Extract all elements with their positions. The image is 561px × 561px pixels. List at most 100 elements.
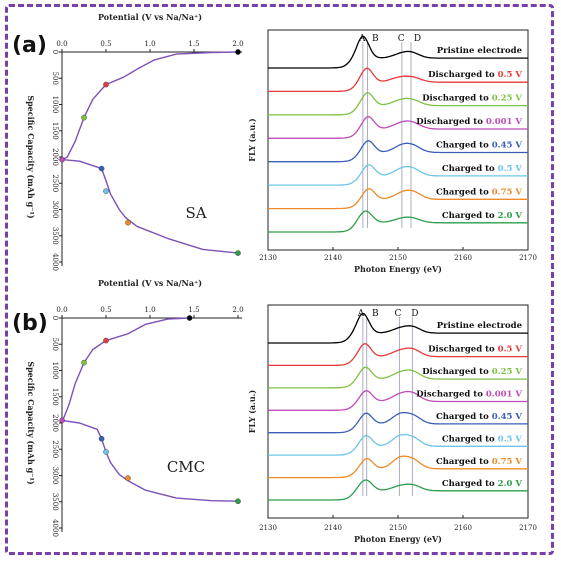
series-label-name: Charged to xyxy=(436,412,492,422)
series-label: Charged to 0.75 V xyxy=(436,187,522,197)
series-label: Pristine electrode xyxy=(437,321,523,331)
y-axis-title: Specific Capacity (mAh g⁻¹) xyxy=(26,361,36,485)
spectrum-line xyxy=(268,366,528,389)
series-label: Charged to 0.45 V xyxy=(436,412,522,422)
series-label: Charged to 2.0 V xyxy=(442,211,522,221)
y-tick-label: 3500 xyxy=(51,493,59,511)
series-label: Charged to 0.5 V xyxy=(442,434,522,444)
series-label: Charged to 2.0 V xyxy=(442,479,522,489)
series-label-name: Charged to xyxy=(442,211,498,221)
capacity-curve xyxy=(61,317,239,502)
x-tick-label: 2140 xyxy=(324,524,342,532)
y-axis-title: FLY (a.u.) xyxy=(247,390,257,434)
spectrum-line xyxy=(268,115,528,139)
spectrum-line xyxy=(268,67,528,93)
peak-label: A xyxy=(357,309,365,319)
state-marker xyxy=(103,337,109,344)
spectrum-line xyxy=(268,188,528,210)
series-label: Charged to 0.45 V xyxy=(436,140,522,150)
x-tick-label: 2.0 xyxy=(232,306,243,314)
x-axis-title: Photon Energy (eV) xyxy=(354,534,442,544)
x-tick-label: 2170 xyxy=(519,254,537,262)
xas-chart-(b): 2130 2140 2150 2160 2170 Photon Energy (eV) FL… xyxy=(247,304,537,544)
x-tick-label: 0.5 xyxy=(100,306,111,314)
spectrum-line xyxy=(268,164,528,186)
series-label-name: Discharged to xyxy=(428,345,498,355)
series-label: Discharged to 0.001 V xyxy=(416,117,522,127)
x-tick-label: 2170 xyxy=(519,524,537,532)
series-label: Discharged to 0.5 V xyxy=(428,70,522,80)
capacity-curve xyxy=(61,51,239,254)
series-label-value: 0.75 V xyxy=(492,457,523,467)
series-label: Discharged to 0.001 V xyxy=(416,389,522,399)
x-tick-label: 1.5 xyxy=(188,40,199,48)
peak-label: B xyxy=(372,34,379,44)
spectrum-line xyxy=(268,92,528,116)
series-label-name: Charged to xyxy=(436,457,492,467)
figure-border xyxy=(5,4,554,555)
state-marker xyxy=(235,49,241,55)
y-tick-label: 1000 xyxy=(51,362,59,380)
y-tick-label: 3000 xyxy=(51,467,59,485)
series-label-name: Discharged to xyxy=(428,70,498,80)
y-tick-label: 0 xyxy=(51,316,59,320)
x-tick-label: 0.0 xyxy=(56,40,67,48)
y-tick-label: 2500 xyxy=(51,440,59,458)
state-marker xyxy=(98,165,105,172)
y-tick-label: 3500 xyxy=(51,227,59,245)
x-tick-label: 2130 xyxy=(259,254,277,262)
series-label-name: Discharged to xyxy=(416,117,486,127)
panel-label-a: (a) xyxy=(12,33,47,58)
series-label: Discharged to 0.5 V xyxy=(428,345,522,355)
state-marker xyxy=(59,156,65,163)
series-label-value: 2.0 V xyxy=(498,479,523,489)
spectrum-line xyxy=(268,390,528,411)
series-label-name: Discharged to xyxy=(422,367,492,377)
state-marker xyxy=(235,498,241,505)
y-tick-label: 2000 xyxy=(51,148,59,166)
series-label-name: Pristine electrode xyxy=(437,321,523,331)
y-tick-label: 1000 xyxy=(51,96,59,114)
state-marker xyxy=(59,417,65,424)
y-tick-label: 0 xyxy=(51,50,59,54)
y-axis-title: Specific Capacity (mAh g⁻¹) xyxy=(26,95,36,219)
spectrum-line xyxy=(268,343,528,367)
peak-label: C xyxy=(398,34,405,44)
series-label-value: 0.45 V xyxy=(492,140,523,150)
x-tick-label: 0.0 xyxy=(56,306,67,314)
x-axis-title: Photon Energy (eV) xyxy=(354,264,442,274)
series-label: Charged to 0.5 V xyxy=(442,164,522,174)
series-label-value: 0.001 V xyxy=(486,389,523,399)
panel-label-b: (b) xyxy=(12,311,48,336)
series-label-value: 2.0 V xyxy=(498,211,523,221)
peak-label: C xyxy=(395,309,402,319)
x-tick-label: 1.0 xyxy=(144,40,155,48)
state-marker xyxy=(103,188,109,194)
series-label-name: Charged to xyxy=(442,164,498,174)
x-tick-label: 2150 xyxy=(389,524,407,532)
state-marker xyxy=(235,250,241,256)
spectrum-line xyxy=(268,35,528,69)
peak-label: D xyxy=(414,34,421,44)
series-label-value: 0.5 V xyxy=(498,434,523,444)
series-label: Pristine electrode xyxy=(437,46,523,56)
state-marker xyxy=(98,435,105,442)
x-tick-label: 2140 xyxy=(324,254,342,262)
state-marker xyxy=(125,219,131,226)
series-label-value: 0.45 V xyxy=(492,412,523,422)
state-marker xyxy=(81,359,87,366)
series-label-name: Charged to xyxy=(436,140,492,150)
spectrum-line xyxy=(268,140,528,163)
x-tick-label: 2160 xyxy=(454,524,472,532)
x-tick-label: 2.0 xyxy=(232,40,243,48)
series-label-name: Discharged to xyxy=(416,389,486,399)
y-tick-label: 2000 xyxy=(51,414,59,432)
sample-label: SA xyxy=(185,204,206,222)
series-label-name: Pristine electrode xyxy=(437,46,523,56)
series-label: Charged to 0.75 V xyxy=(436,457,522,467)
echem-chart-(b): 0.0 0.5 1.0 1.5 2.0 Potential (V vs Na/Na⁺) 0 5… xyxy=(26,278,244,537)
state-marker xyxy=(103,81,109,88)
peak-label: D xyxy=(411,309,418,319)
sample-label: CMC xyxy=(167,458,205,476)
series-label-value: 0.5 V xyxy=(498,345,523,355)
